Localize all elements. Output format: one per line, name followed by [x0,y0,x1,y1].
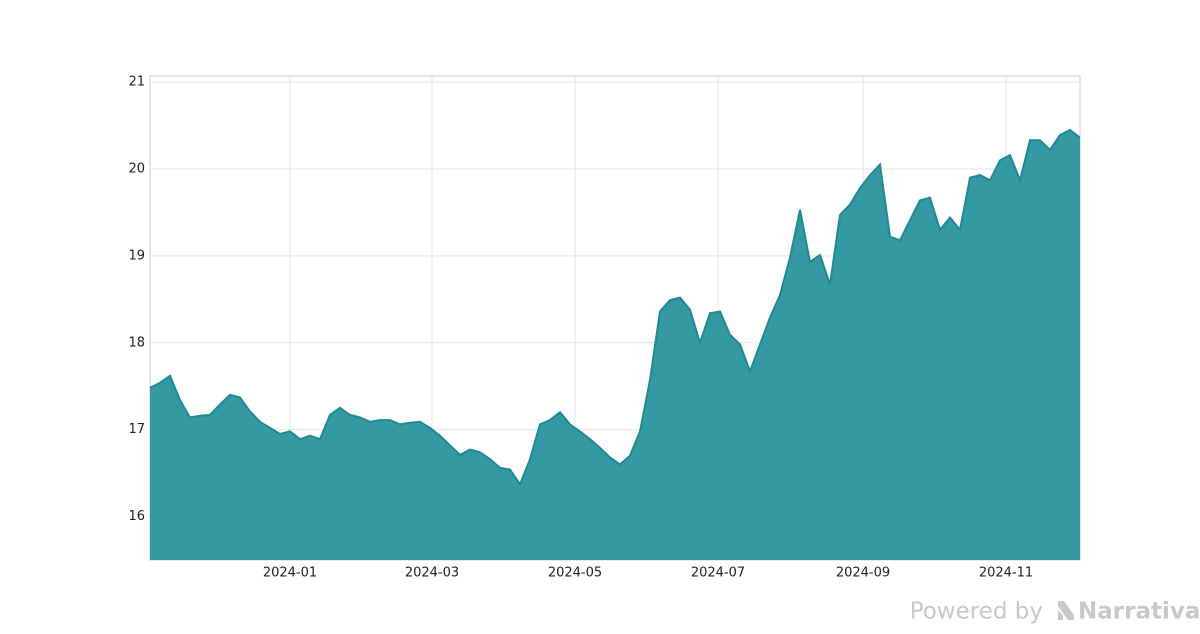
x-tick-label: 2024-01 [263,566,317,581]
line [149,128,1081,487]
x-tick-label: 2024-05 [548,566,602,581]
y-tick-label: 17 [128,422,145,437]
marks [149,128,1081,560]
y-tick-label: 21 [128,75,145,90]
x-tick-label: 2024-07 [691,566,745,581]
brand-name: Narrativa [1078,599,1200,625]
y-tick-label: 16 [128,509,145,524]
y-tick-label: 18 [128,335,145,350]
y-tick-label: 19 [128,248,145,263]
x-tick-label: 2024-03 [405,566,459,581]
y-tick-label: 20 [128,161,145,176]
brand-logo [1058,601,1074,620]
footer-text: Powered by [910,599,1043,625]
x-tick-label: 2024-11 [979,566,1033,581]
area [150,129,1080,560]
x-tick-label: 2024-09 [836,566,890,581]
